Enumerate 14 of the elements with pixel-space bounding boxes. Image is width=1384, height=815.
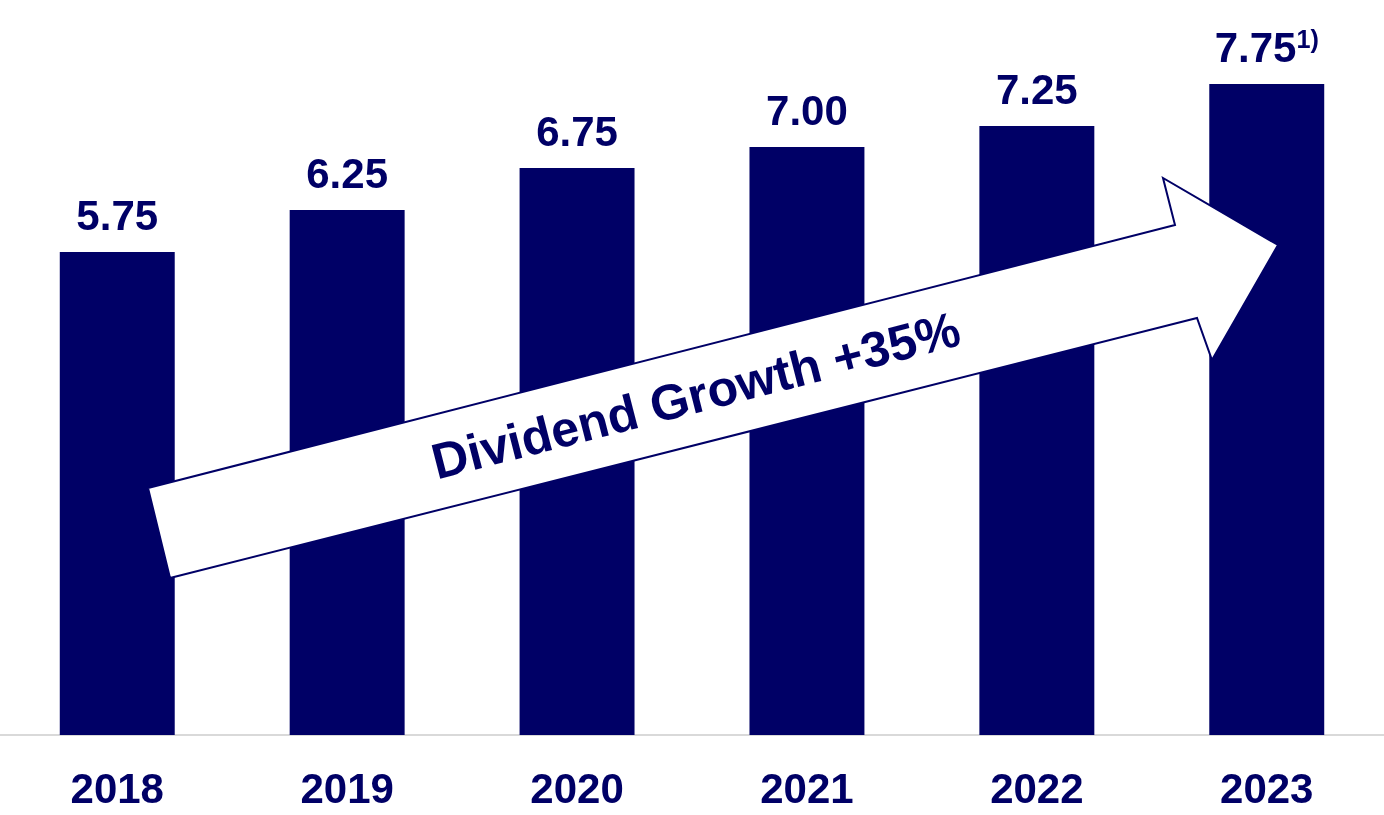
bar [1209, 84, 1325, 735]
x-tick-label: 2023 [1220, 764, 1314, 812]
data-label: 7.75$^{1)}$ [1214, 24, 1319, 71]
x-tick-label: 2022 [990, 764, 1084, 812]
data-label: 6.75 [536, 108, 618, 155]
x-tick-label: 2020 [530, 764, 624, 812]
x-tick-label: 2018 [70, 764, 164, 812]
data-label: 6.25 [306, 150, 389, 197]
bar [59, 252, 175, 735]
x-tick-label: 2019 [300, 764, 394, 812]
data-label: 7.25 [995, 66, 1078, 113]
data-label: 7.00 [766, 87, 848, 134]
x-tick-label: 2021 [760, 764, 854, 812]
data-label: 5.75 [76, 192, 159, 239]
